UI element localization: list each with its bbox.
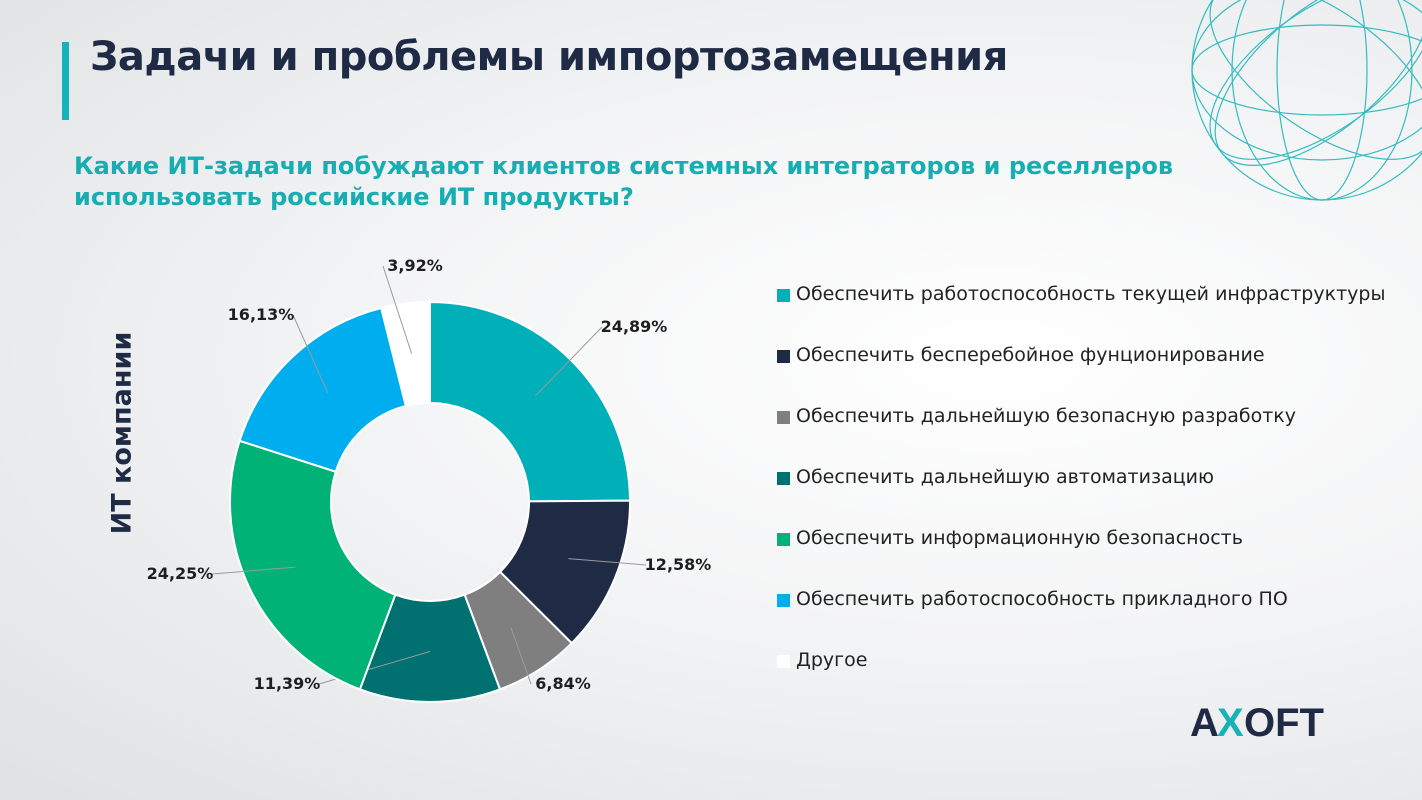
- legend-swatch: [777, 411, 790, 424]
- axoft-logo: A X OFT: [1190, 701, 1324, 745]
- leader-line-continuity: [568, 558, 647, 566]
- legend-item-infosec: Обеспечить информационную безопасность: [777, 527, 1385, 588]
- data-label-infrastructure: 24,89%: [601, 317, 668, 336]
- legend-swatch: [777, 533, 790, 546]
- legend-label: Обеспечить бесперебойное фунционирование: [796, 344, 1265, 366]
- logo-text-right: OFT: [1244, 701, 1324, 745]
- legend-item-continuity: Обеспечить бесперебойное фунционирование: [777, 344, 1385, 405]
- data-label-infosec: 24,25%: [147, 564, 214, 583]
- legend-label: Обеспечить информационную безопасность: [796, 527, 1243, 549]
- title-accent-bar: [62, 42, 69, 120]
- logo-text-x: X: [1217, 701, 1244, 745]
- globe-icon: [1191, 0, 1422, 201]
- legend-item-app-software: Обеспечить работоспособность прикладного…: [777, 588, 1385, 649]
- leader-line-secure-dev: [510, 627, 532, 685]
- logo-text-left: A: [1190, 701, 1219, 745]
- data-label-continuity: 12,58%: [645, 555, 712, 574]
- legend-swatch: [777, 594, 790, 607]
- slice-infosec: [229, 439, 397, 691]
- legend-label: Обеспечить работоспособность прикладного…: [796, 588, 1288, 610]
- data-label-secure-dev: 6,84%: [535, 674, 591, 693]
- slice-app-software: [238, 306, 408, 473]
- legend-label: Обеспечить дальнейшую автоматизацию: [796, 466, 1214, 488]
- leader-line-app-software: [292, 314, 329, 394]
- legend-item-secure-dev: Обеспечить дальнейшую безопасную разрабо…: [777, 405, 1385, 466]
- slide-title: Задачи и проблемы импортозамещения: [90, 34, 1008, 80]
- legend-label: Другое: [796, 649, 868, 671]
- legend-swatch: [777, 289, 790, 302]
- legend-swatch: [777, 655, 790, 668]
- data-label-app-software: 16,13%: [228, 305, 295, 324]
- legend-label: Обеспечить работоспособность текущей инф…: [796, 283, 1386, 305]
- data-label-other: 3,92%: [387, 256, 443, 275]
- legend-label: Обеспечить дальнейшую безопасную разрабо…: [796, 405, 1297, 427]
- chart-question: Какие ИТ-задачи побуждают клиентов систе…: [74, 152, 1174, 211]
- leader-line-infosec: [211, 566, 296, 575]
- legend-item-automation: Обеспечить дальнейшую автоматизацию: [777, 466, 1385, 527]
- legend-swatch: [777, 472, 790, 485]
- slice-infrastructure: [429, 300, 632, 503]
- legend-item-infrastructure: Обеспечить работоспособность текущей инф…: [777, 283, 1385, 344]
- chart-legend: Обеспечить работоспособность текущей инф…: [777, 283, 1385, 710]
- leader-line-infrastructure: [534, 326, 603, 397]
- leader-line-other: [382, 265, 413, 354]
- legend-item-other: Другое: [777, 649, 1385, 710]
- legend-swatch: [777, 350, 790, 363]
- data-label-automation: 11,39%: [254, 674, 321, 693]
